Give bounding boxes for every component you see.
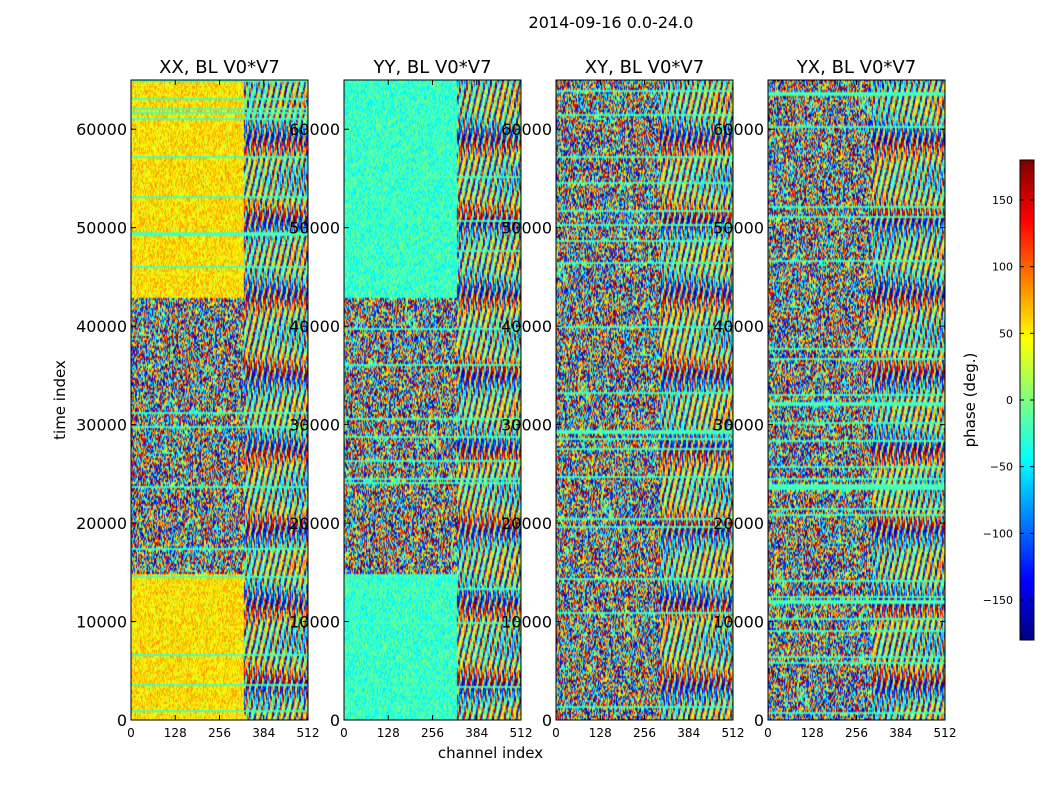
x-tick-label: 256 — [421, 726, 444, 740]
x-tick-label: 384 — [252, 726, 275, 740]
x-tick-label: 384 — [465, 726, 488, 740]
x-tick-label: 0 — [764, 726, 772, 740]
colorbar-tick-label: 150 — [992, 194, 1013, 207]
panel-title: XY, BL V0*V7 — [585, 57, 704, 78]
y-tick-label: 0 — [330, 711, 340, 730]
x-tick-label: 512 — [510, 726, 533, 740]
y-tick-label: 50000 — [76, 219, 127, 238]
x-tick-label: 128 — [164, 726, 187, 740]
y-tick-label: 60000 — [289, 120, 340, 139]
y-tick-label: 30000 — [76, 416, 127, 435]
colorbar-tick-label: −50 — [990, 461, 1013, 474]
y-tick-label: 0 — [117, 711, 127, 730]
heatmap-image — [344, 80, 521, 720]
x-tick-label: 512 — [297, 726, 320, 740]
heatmap-image — [131, 80, 308, 720]
y-tick-label: 50000 — [501, 219, 552, 238]
y-tick-label: 20000 — [76, 514, 127, 533]
panel-title: YX, BL V0*V7 — [796, 57, 916, 78]
x-tick-label: 0 — [552, 726, 560, 740]
heatmap-panel-2: YY, BL V0*V7 0 128 256 384 512 0 10000 20000 3000… — [289, 57, 543, 762]
y-tick-label: 60000 — [501, 120, 552, 139]
y-tick-label: 30000 — [713, 416, 764, 435]
heatmap-panel-3: XY, BL V0*V7 0 128 256 384 512 0 10000 20000 3000… — [501, 57, 744, 740]
x-tick-label: 384 — [889, 726, 912, 740]
x-tick-label: 0 — [340, 726, 348, 740]
y-tick-label: 10000 — [76, 613, 127, 632]
x-tick-label: 512 — [722, 726, 745, 740]
y-tick-label: 20000 — [501, 514, 552, 533]
panel-title: XX, BL V0*V7 — [159, 57, 280, 78]
y-tick-label: 40000 — [76, 317, 127, 336]
colorbar-ticks: −150 −100 −50 0 50 100 150 — [983, 194, 1034, 607]
y-tick-label: 10000 — [501, 613, 552, 632]
y-tick-label: 30000 — [289, 416, 340, 435]
y-tick-label: 10000 — [289, 613, 340, 632]
x-tick-label: 256 — [208, 726, 231, 740]
y-tick-label: 50000 — [713, 219, 764, 238]
y-tick-label: 40000 — [289, 317, 340, 336]
figure-title: 2014-09-16 0.0-24.0 — [529, 13, 694, 32]
x-tick-label: 512 — [934, 726, 957, 740]
y-tick-label: 40000 — [713, 317, 764, 336]
x-tick-label: 128 — [801, 726, 824, 740]
colorbar-tick-label: −150 — [983, 594, 1013, 607]
x-tick-label: 0 — [127, 726, 135, 740]
y-tick-label: 10000 — [713, 613, 764, 632]
heatmap-panels: XX, BL V0*V7 0 128 256 384 512 0 10000 20000 3000… — [51, 57, 956, 762]
x-tick-label: 128 — [589, 726, 612, 740]
heatmap-panel-1: XX, BL V0*V7 0 128 256 384 512 0 10000 20000 3000… — [51, 57, 319, 740]
heatmap-panel-4: YX, BL V0*V7 0 128 256 384 512 0 10000 20000 3000… — [713, 57, 956, 740]
y-tick-label: 0 — [542, 711, 552, 730]
colorbar-tick-label: −100 — [983, 527, 1013, 540]
colorbar-label: phase (deg.) — [961, 353, 979, 448]
colorbar: −150 −100 −50 0 50 100 150 phase (deg.) — [961, 159, 1035, 641]
y-tick-label: 50000 — [289, 219, 340, 238]
colorbar-tick-label: 50 — [999, 327, 1013, 340]
x-axis-label: channel index — [438, 744, 543, 762]
x-tick-label: 256 — [633, 726, 656, 740]
y-tick-label: 60000 — [76, 120, 127, 139]
heatmap-image — [768, 80, 945, 720]
heatmap-image — [556, 80, 733, 720]
y-tick-label: 30000 — [501, 416, 552, 435]
x-tick-label: 128 — [377, 726, 400, 740]
panel-title: YY, BL V0*V7 — [372, 57, 491, 78]
y-tick-label: 40000 — [501, 317, 552, 336]
x-tick-label: 384 — [677, 726, 700, 740]
colorbar-tick-label: 100 — [992, 261, 1013, 274]
y-tick-label: 20000 — [289, 514, 340, 533]
colorbar-tick-label: 0 — [1006, 394, 1013, 407]
y-tick-label: 0 — [754, 711, 764, 730]
x-tick-label: 256 — [845, 726, 868, 740]
y-tick-label: 20000 — [713, 514, 764, 533]
y-axis-label: time index — [51, 360, 69, 440]
y-tick-label: 60000 — [713, 120, 764, 139]
